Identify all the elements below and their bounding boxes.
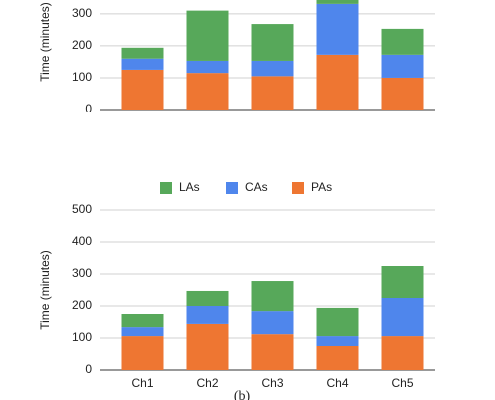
x-tick-label: Ch2 xyxy=(196,116,218,130)
bar-segment xyxy=(251,334,294,370)
x-tick-label: Ch3 xyxy=(261,116,283,130)
bar-segment xyxy=(186,290,229,306)
chart-b: 0 100 200 300 400 500 Ch1 Ch2 Ch3 Ch4 Ch5 Time (min… xyxy=(38,180,435,400)
y-tick-label: 0 xyxy=(85,362,92,376)
bar-segment xyxy=(251,24,294,61)
chart-a: 0 100 200 300 Ch1 Ch2 Ch3 Ch4 Ch5 Time (minutes) (… xyxy=(38,0,435,150)
bar-segment xyxy=(121,58,164,70)
legend-label: CAs xyxy=(245,180,268,194)
bar-segment xyxy=(381,28,424,55)
bar-segment xyxy=(316,307,359,337)
bar-segment xyxy=(186,10,229,61)
bar-segment xyxy=(316,346,359,370)
caption: (b) xyxy=(234,389,251,400)
bar-segment xyxy=(121,327,164,337)
bar-segment xyxy=(381,298,424,337)
y-tick-label: 500 xyxy=(72,202,92,216)
bar-segment xyxy=(121,314,164,328)
x-tick-label: Ch5 xyxy=(391,116,413,130)
y-tick-label: 200 xyxy=(72,298,92,312)
legend-label: LAs xyxy=(179,180,200,194)
x-tick-label: Ch1 xyxy=(131,116,153,130)
bar-segment xyxy=(316,54,359,110)
bar-segment xyxy=(121,336,164,370)
y-axis-label: Time (minutes) xyxy=(38,250,52,330)
y-axis-label: Time (minutes) xyxy=(38,2,52,82)
x-tick-label: Ch3 xyxy=(261,376,283,390)
bar-segment xyxy=(381,77,424,110)
x-tick-label: Ch4 xyxy=(326,376,348,390)
bar-segment xyxy=(186,323,229,370)
bar-segment xyxy=(121,69,164,110)
bar-segment xyxy=(121,47,164,59)
y-tick-label: 0 xyxy=(85,102,92,116)
y-tick-label: 100 xyxy=(72,70,92,84)
bar-segment xyxy=(381,266,424,298)
bar-segment xyxy=(186,306,229,324)
bar-segment xyxy=(251,76,294,110)
bar-segment xyxy=(186,73,229,110)
y-tick-label: 300 xyxy=(72,266,92,280)
bar-segment xyxy=(251,281,294,312)
bar-segment xyxy=(251,60,294,77)
legend-label: PAs xyxy=(311,180,332,194)
bar-segment xyxy=(186,60,229,74)
legend-swatch xyxy=(292,182,304,194)
bar-segment xyxy=(381,336,424,370)
x-tick-label: Ch2 xyxy=(196,376,218,390)
bar-segment xyxy=(381,54,424,78)
legend-swatch xyxy=(226,182,238,194)
caption: (a) xyxy=(234,135,250,150)
bar-segment xyxy=(316,336,359,346)
y-tick-label: 200 xyxy=(72,38,92,52)
y-tick-label: 400 xyxy=(72,234,92,248)
y-tick-label: 100 xyxy=(72,330,92,344)
bar-segment xyxy=(316,0,359,4)
bar-segment xyxy=(251,311,294,335)
x-tick-label: Ch5 xyxy=(391,376,413,390)
x-tick-label: Ch1 xyxy=(131,376,153,390)
legend-swatch xyxy=(160,182,172,194)
x-tick-label: Ch4 xyxy=(326,116,348,130)
y-tick-label: 300 xyxy=(72,6,92,20)
bar-segment xyxy=(316,3,359,55)
